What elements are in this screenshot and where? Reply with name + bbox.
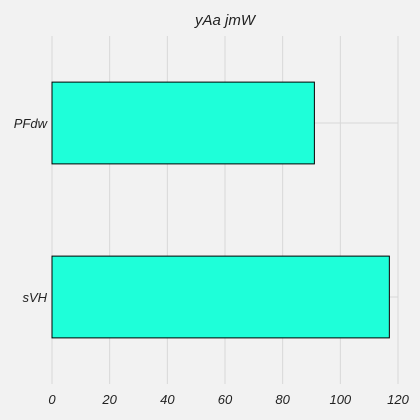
x-tick-label: 40 bbox=[160, 392, 175, 407]
chart-title: yAa jmW bbox=[194, 12, 257, 29]
bars bbox=[51, 81, 390, 339]
x-tick-label: 20 bbox=[101, 392, 117, 407]
y-axis-ticks: PFdw sVH bbox=[14, 116, 49, 305]
x-tick-label: 80 bbox=[275, 392, 290, 407]
y-tick-label: PFdw bbox=[14, 116, 49, 131]
x-tick-label: 0 bbox=[48, 392, 56, 407]
bar-svh bbox=[51, 255, 390, 339]
x-tick-label: 60 bbox=[218, 392, 233, 407]
x-tick-label: 120 bbox=[387, 392, 409, 407]
x-axis-ticks: 0 20 40 60 80 100 120 bbox=[48, 392, 409, 407]
bar-pfdw bbox=[51, 81, 315, 165]
y-tick-label: sVH bbox=[22, 290, 47, 305]
x-tick-label: 100 bbox=[329, 392, 351, 407]
